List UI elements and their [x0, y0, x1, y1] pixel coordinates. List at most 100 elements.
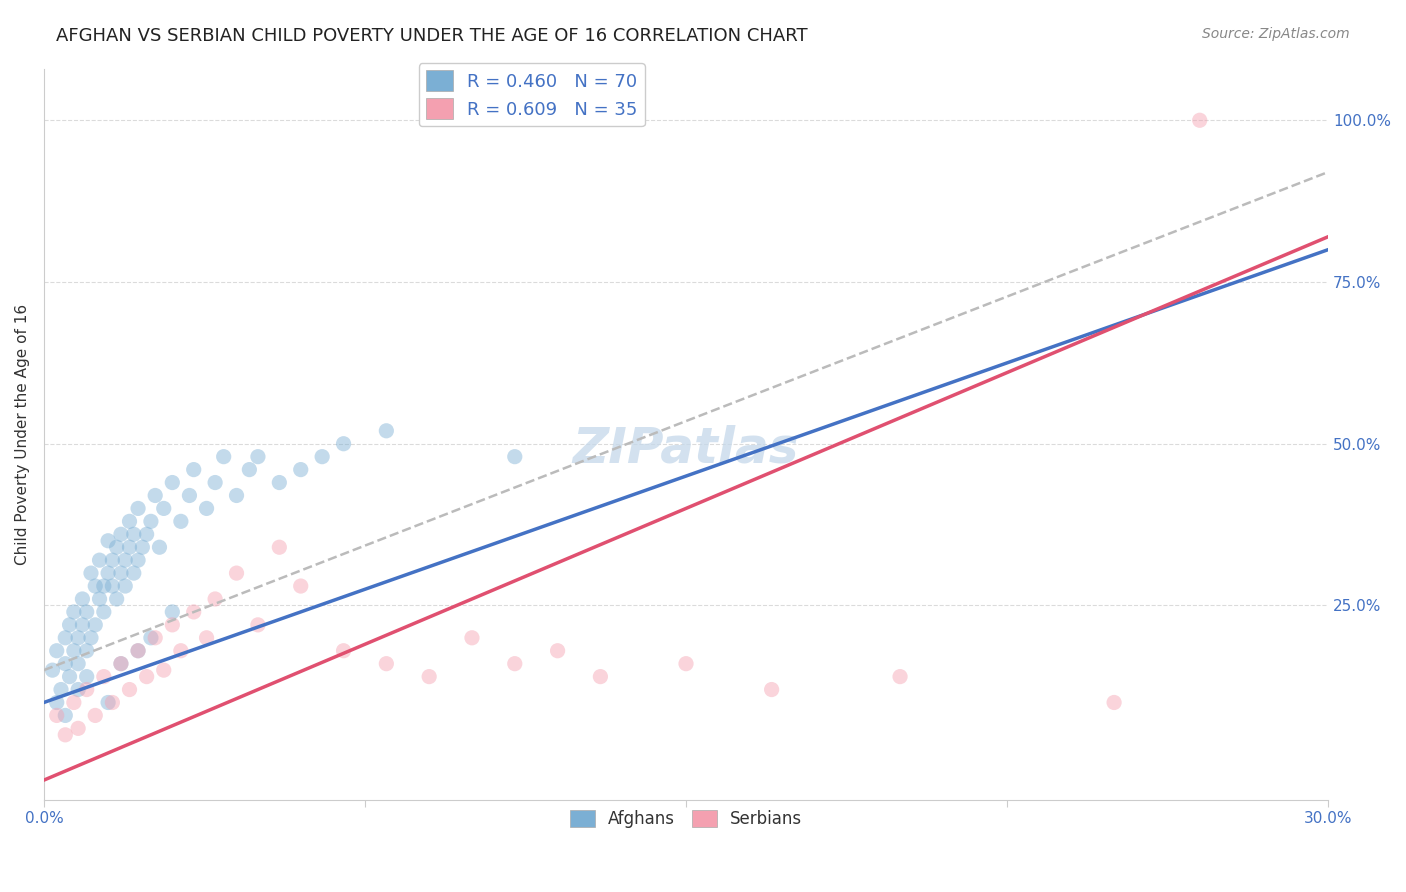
Point: [375, 657, 398, 671]
Point: [93, 605, 115, 619]
Point: [311, 450, 333, 464]
Point: [53, 631, 76, 645]
Text: AFGHAN VS SERBIAN CHILD POVERTY UNDER THE AGE OF 16 CORRELATION CHART: AFGHAN VS SERBIAN CHILD POVERTY UNDER TH…: [56, 27, 808, 45]
Point: [170, 514, 193, 528]
Point: [162, 618, 184, 632]
Point: [49, 682, 72, 697]
Point: [183, 462, 205, 476]
Text: ZIPatlas: ZIPatlas: [572, 425, 799, 473]
Point: [58, 618, 80, 632]
Point: [195, 501, 218, 516]
Point: [76, 670, 98, 684]
Point: [889, 670, 911, 684]
Point: [105, 540, 128, 554]
Point: [84, 708, 107, 723]
Point: [225, 566, 247, 580]
Point: [139, 514, 162, 528]
Point: [45, 644, 67, 658]
Point: [101, 553, 124, 567]
Point: [461, 631, 484, 645]
Point: [53, 708, 76, 723]
Point: [290, 462, 312, 476]
Point: [212, 450, 235, 464]
Point: [93, 579, 115, 593]
Point: [183, 605, 205, 619]
Point: [143, 631, 166, 645]
Point: [290, 579, 312, 593]
Point: [63, 605, 86, 619]
Point: [118, 682, 141, 697]
Point: [127, 501, 149, 516]
Point: [170, 644, 193, 658]
Point: [547, 644, 569, 658]
Point: [503, 657, 526, 671]
Point: [761, 682, 783, 697]
Point: [84, 618, 107, 632]
Point: [135, 527, 157, 541]
Point: [179, 488, 201, 502]
Point: [204, 475, 226, 490]
Point: [72, 618, 94, 632]
Point: [238, 462, 260, 476]
Point: [63, 644, 86, 658]
Point: [105, 592, 128, 607]
Point: [89, 553, 111, 567]
Point: [97, 566, 120, 580]
Point: [97, 696, 120, 710]
Point: [84, 579, 107, 593]
Point: [332, 436, 354, 450]
Point: [143, 488, 166, 502]
Point: [1102, 696, 1125, 710]
Point: [152, 501, 174, 516]
Point: [589, 670, 612, 684]
Point: [41, 663, 63, 677]
Point: [139, 631, 162, 645]
Point: [195, 631, 218, 645]
Point: [80, 631, 103, 645]
Point: [101, 696, 124, 710]
Text: Source: ZipAtlas.com: Source: ZipAtlas.com: [1202, 27, 1350, 41]
Point: [246, 450, 269, 464]
Point: [503, 450, 526, 464]
Point: [118, 540, 141, 554]
Point: [246, 618, 269, 632]
Point: [127, 644, 149, 658]
Point: [114, 553, 136, 567]
Point: [45, 708, 67, 723]
Point: [67, 657, 90, 671]
Point: [110, 566, 132, 580]
Point: [332, 644, 354, 658]
Point: [67, 722, 90, 736]
Point: [162, 475, 184, 490]
Point: [89, 592, 111, 607]
Point: [675, 657, 697, 671]
Point: [122, 566, 145, 580]
Point: [162, 605, 184, 619]
Point: [204, 592, 226, 607]
Point: [67, 682, 90, 697]
Point: [152, 663, 174, 677]
Point: [45, 696, 67, 710]
Point: [225, 488, 247, 502]
Point: [135, 670, 157, 684]
Point: [375, 424, 398, 438]
Point: [269, 540, 291, 554]
Point: [110, 657, 132, 671]
Point: [93, 670, 115, 684]
Point: [110, 527, 132, 541]
Legend: Afghans, Serbians: Afghans, Serbians: [564, 804, 808, 835]
Point: [58, 670, 80, 684]
Point: [80, 566, 103, 580]
Point: [114, 579, 136, 593]
Point: [97, 533, 120, 548]
Point: [269, 475, 291, 490]
Point: [127, 553, 149, 567]
Point: [127, 644, 149, 658]
Point: [67, 631, 90, 645]
Point: [76, 644, 98, 658]
Point: [118, 514, 141, 528]
Point: [148, 540, 170, 554]
Point: [76, 605, 98, 619]
Point: [122, 527, 145, 541]
Y-axis label: Child Poverty Under the Age of 16: Child Poverty Under the Age of 16: [15, 303, 30, 565]
